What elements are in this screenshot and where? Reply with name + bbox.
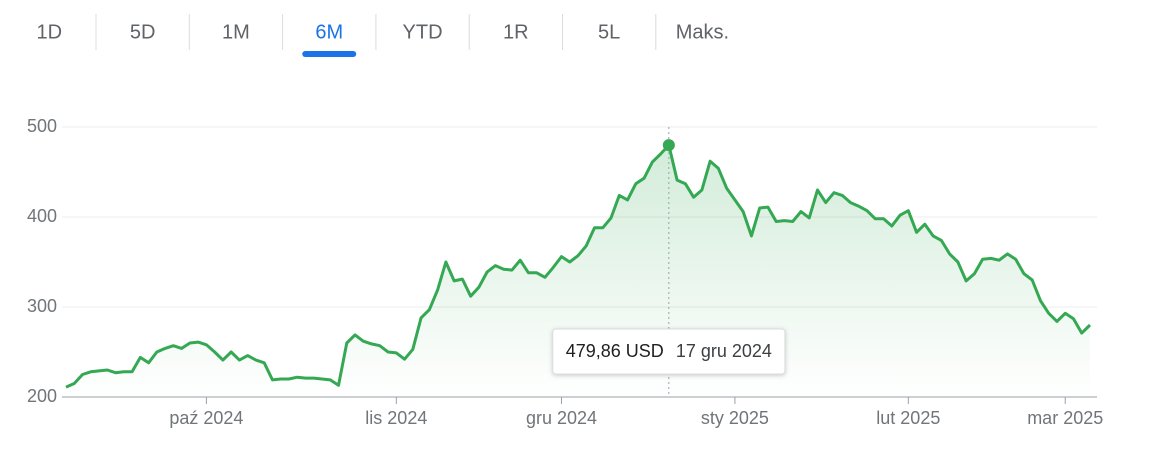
plot: 200 300 400 500 paź 2024 lis 2024 gru 2024 sty … [27, 116, 1103, 428]
price-line [65, 143, 1092, 389]
tooltip-date: 17 gru 2024 [676, 341, 772, 361]
area-fill [66, 145, 1090, 397]
y-tick-label: 200 [27, 386, 57, 406]
x-tick-label: mar 2025 [1027, 408, 1103, 428]
range-tab[interactable]: 5D [130, 21, 156, 43]
range-tabs: 1D 5D 1M 6M YTD 1R 5L Maks. [37, 14, 729, 57]
range-tab[interactable]: 6M [315, 21, 343, 43]
y-tick-label: 400 [27, 206, 57, 226]
y-tick-label: 300 [27, 296, 57, 316]
x-tick-label: sty 2025 [701, 408, 769, 428]
x-tick-label: lis 2024 [365, 408, 427, 428]
range-tab[interactable]: Maks. [676, 21, 729, 43]
y-tick-label: 500 [27, 116, 57, 136]
highlight-point [662, 139, 675, 152]
tooltip-value: 479,86 USD [566, 341, 664, 361]
range-tab[interactable]: YTD [403, 21, 443, 43]
range-tab[interactable]: 1M [222, 21, 250, 43]
tooltip-box [552, 328, 786, 375]
range-tab[interactable]: 1D [37, 21, 63, 43]
range-tab[interactable]: 1R [503, 21, 529, 43]
x-tick-label: paź 2024 [169, 408, 243, 428]
x-tick-label: gru 2024 [526, 408, 597, 428]
range-tab[interactable]: 5L [598, 21, 620, 43]
x-tick-label: lut 2025 [876, 408, 940, 428]
tab-underline [302, 51, 357, 57]
